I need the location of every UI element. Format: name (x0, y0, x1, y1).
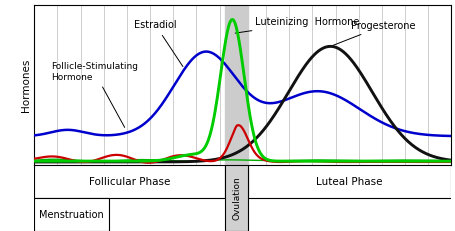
Text: Follicular Phase: Follicular Phase (89, 177, 170, 187)
Bar (225, 5, 248, 165)
Text: Follicle-Stimulating
Hormone: Follicle-Stimulating Hormone (51, 62, 137, 128)
Text: Menstruation: Menstruation (39, 210, 104, 219)
Text: Ovulation: Ovulation (232, 176, 241, 220)
Bar (34, 198, 109, 231)
Bar (34, 165, 225, 198)
Text: Estradiol: Estradiol (134, 20, 182, 67)
Bar (248, 165, 450, 198)
Y-axis label: Hormones: Hormones (21, 58, 31, 112)
Text: Progesterone: Progesterone (332, 21, 415, 45)
Text: Luteinizing  Hormone: Luteinizing Hormone (235, 18, 359, 33)
Bar (225, 165, 248, 231)
Text: Luteal Phase: Luteal Phase (316, 177, 382, 187)
